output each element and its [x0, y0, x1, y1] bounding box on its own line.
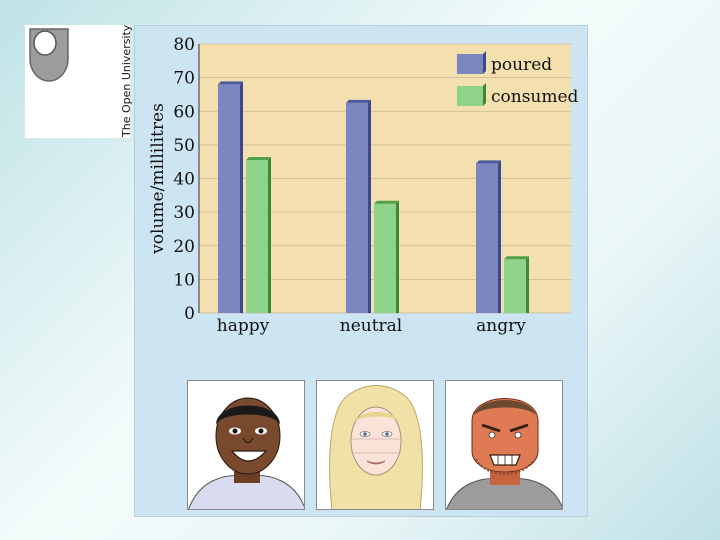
- bar-top: [504, 256, 529, 260]
- y-tick-label: 60: [173, 102, 195, 122]
- bar-chart: 0 10 20 30 40 50 60 70 80 happy neutral angry volu…: [148, 35, 579, 336]
- legend-item-poured: poured: [457, 51, 552, 75]
- bar-top: [246, 157, 271, 161]
- bar-poured-happy: [218, 81, 243, 313]
- bar-side: [268, 157, 271, 313]
- x-category-label: angry: [476, 316, 526, 336]
- y-ticks: 0 10 20 30 40 50 60 70 80: [173, 35, 195, 324]
- legend-swatch: [457, 54, 483, 74]
- y-tick-label: 80: [173, 35, 195, 55]
- open-university-logo: The Open University: [25, 24, 133, 138]
- bar-face: [218, 84, 240, 313]
- logo-text: The Open University: [120, 24, 133, 137]
- angry-face: [445, 380, 563, 510]
- bar-top: [218, 81, 243, 85]
- y-tick-label: 20: [173, 237, 195, 257]
- x-category-label: neutral: [340, 316, 403, 336]
- legend-label: poured: [491, 55, 552, 75]
- y-axis-label: volume/millilitres: [148, 103, 168, 255]
- bar-top: [346, 99, 371, 103]
- y-tick-label: 0: [184, 304, 195, 324]
- bar-face: [504, 259, 526, 313]
- legend-item-consumed: consumed: [457, 83, 579, 107]
- x-category-label: happy: [217, 316, 270, 336]
- bar-poured-angry: [476, 160, 501, 313]
- bar-side: [240, 81, 243, 313]
- bar-face: [476, 163, 498, 313]
- bars: [218, 81, 529, 313]
- bar-side: [526, 256, 529, 313]
- bar-face: [374, 203, 396, 313]
- bar-poured-neutral: [346, 99, 371, 313]
- legend-label: consumed: [491, 87, 579, 107]
- y-tick-label: 40: [173, 170, 195, 190]
- figure-panel: 0 10 20 30 40 50 60 70 80 happy neutral angry volu…: [134, 25, 588, 517]
- shield-icon: [29, 28, 69, 82]
- bar-face: [246, 160, 268, 313]
- legend-swatch-side: [483, 51, 486, 74]
- bar-side: [498, 160, 501, 313]
- y-tick-label: 50: [173, 136, 195, 156]
- legend-swatch-side: [483, 83, 486, 106]
- bar-consumed-neutral: [374, 200, 399, 313]
- bar-consumed-angry: [504, 256, 529, 313]
- y-tick-label: 30: [173, 203, 195, 223]
- bar-top: [374, 200, 399, 204]
- bar-consumed-happy: [246, 157, 271, 313]
- x-categories: happy neutral angry: [217, 316, 526, 336]
- happy-face: [187, 380, 305, 510]
- legend: poured consumed: [457, 51, 579, 107]
- y-tick-label: 10: [173, 270, 195, 290]
- neutral-face: [316, 380, 434, 510]
- y-tick-label: 70: [173, 69, 195, 89]
- bar-side: [368, 99, 371, 313]
- bar-face: [346, 102, 368, 313]
- bar-top: [476, 160, 501, 164]
- bar-side: [396, 200, 399, 313]
- legend-swatch: [457, 86, 483, 106]
